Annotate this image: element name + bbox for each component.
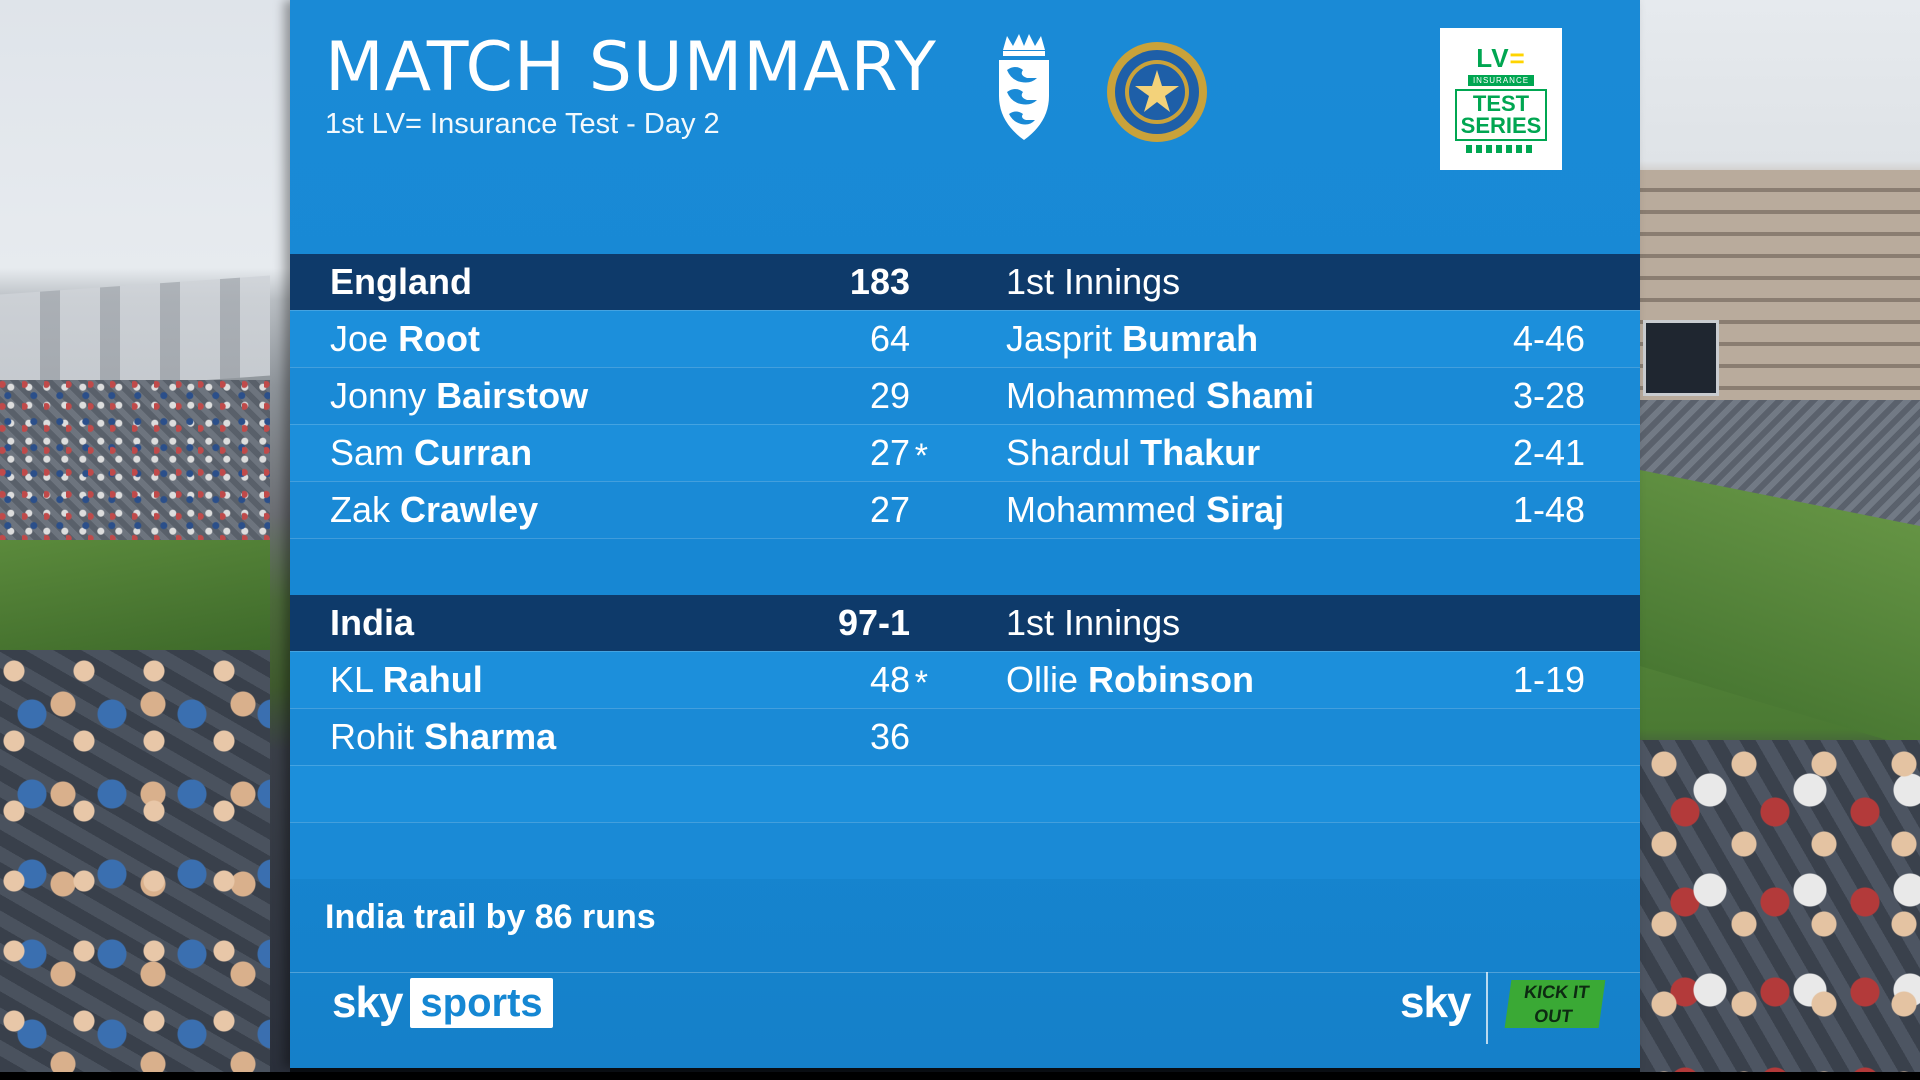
batter-name: Rohit Sharma (330, 716, 557, 757)
bowler-name: Shardul Thakur (1006, 432, 1261, 473)
empty-row (290, 765, 1640, 822)
sports-wordmark: sports (410, 978, 553, 1028)
score-row: Joe Root 64 Jasprit Bumrah 4-46 (290, 310, 1640, 367)
not-out-marker: * (914, 437, 928, 475)
empty-row (290, 538, 1640, 595)
bowler-figures: 1-48 (1512, 489, 1585, 530)
team-name: England (330, 261, 472, 302)
innings-label: 1st Innings (1006, 261, 1181, 302)
bowler-figures: 2-41 (1512, 432, 1585, 473)
bowler-name: Mohammed Shami (1006, 375, 1315, 416)
india-crest-icon (1107, 42, 1207, 142)
kick-it-out-logo: KICK IT OUT (1504, 980, 1606, 1028)
england-crest-icon (999, 34, 1049, 140)
score-row: Sam Curran 27 * Shardul Thakur 2-41 (290, 424, 1640, 481)
bowler-name: Ollie Robinson (1006, 659, 1255, 700)
batter-name: KL Rahul (330, 659, 483, 700)
innings-label: 1st Innings (1006, 602, 1181, 643)
team-name: India (330, 602, 415, 643)
letterbox-bar (0, 1072, 1920, 1080)
score-row: Zak Crawley 27 Mohammed Siraj 1-48 (290, 481, 1640, 538)
stadium-scoreboard (1643, 320, 1719, 396)
not-out-marker: * (914, 664, 928, 702)
batter-runs: 48 * (790, 652, 928, 708)
batter-runs: 27 (869, 489, 910, 530)
outfield-grass (0, 540, 270, 650)
batter-runs: 64 (869, 318, 910, 359)
india-header-row: India 97-1 1st Innings (290, 595, 1640, 651)
foreground-crowd (0, 650, 270, 1072)
match-summary-panel: MATCH SUMMARY 1st LV= Insurance Test - D… (290, 0, 1640, 1068)
bowler-figures: 3-28 (1512, 375, 1585, 416)
batter-name: Jonny Bairstow (330, 375, 589, 416)
sky-sports-logo: sky sports (332, 978, 553, 1028)
sky-wordmark: sky (332, 978, 403, 1027)
stadium-background-right (1640, 0, 1920, 1072)
bowler-figures: 4-46 (1512, 318, 1585, 359)
team-score: 97-1 (837, 602, 910, 643)
score-row: Rohit Sharma 36 (290, 708, 1640, 765)
batter-name: Sam Curran (330, 432, 533, 473)
page-title: MATCH SUMMARY (325, 28, 937, 107)
page-subtitle: 1st LV= Insurance Test - Day 2 (325, 108, 720, 140)
score-row: KL Rahul 48 * Ollie Robinson 1-19 (290, 651, 1640, 708)
scorecard: England 183 1st Innings Joe Root 64 Jasp… (290, 254, 1640, 879)
footer-divider (290, 972, 1640, 973)
batter-runs: 36 (869, 716, 910, 757)
match-situation-text: India trail by 86 runs (325, 898, 656, 936)
batter-name: Joe Root (330, 318, 481, 359)
batter-name: Zak Crawley (330, 489, 539, 530)
foreground-crowd (1640, 740, 1920, 1072)
bowler-name: Mohammed Siraj (1006, 489, 1285, 530)
score-row: Jonny Bairstow 29 Mohammed Shami 3-28 (290, 367, 1640, 424)
lv-test-series-logo: LV= INSURANCE TEST SERIES (1440, 28, 1562, 170)
stand-roof (0, 275, 270, 395)
england-header-row: England 183 1st Innings (290, 254, 1640, 310)
sky-logo: sky (1400, 978, 1471, 1027)
batter-runs: 29 (869, 375, 910, 416)
bowler-figures: 1-19 (1512, 659, 1585, 700)
stadium-background-left (0, 0, 290, 1072)
bowler-name: Jasprit Bumrah (1006, 318, 1259, 359)
empty-row (290, 822, 1640, 879)
logo-divider (1486, 972, 1488, 1044)
crowd-area (0, 380, 270, 540)
team-score: 183 (849, 261, 910, 302)
batter-runs: 27 * (790, 425, 928, 481)
